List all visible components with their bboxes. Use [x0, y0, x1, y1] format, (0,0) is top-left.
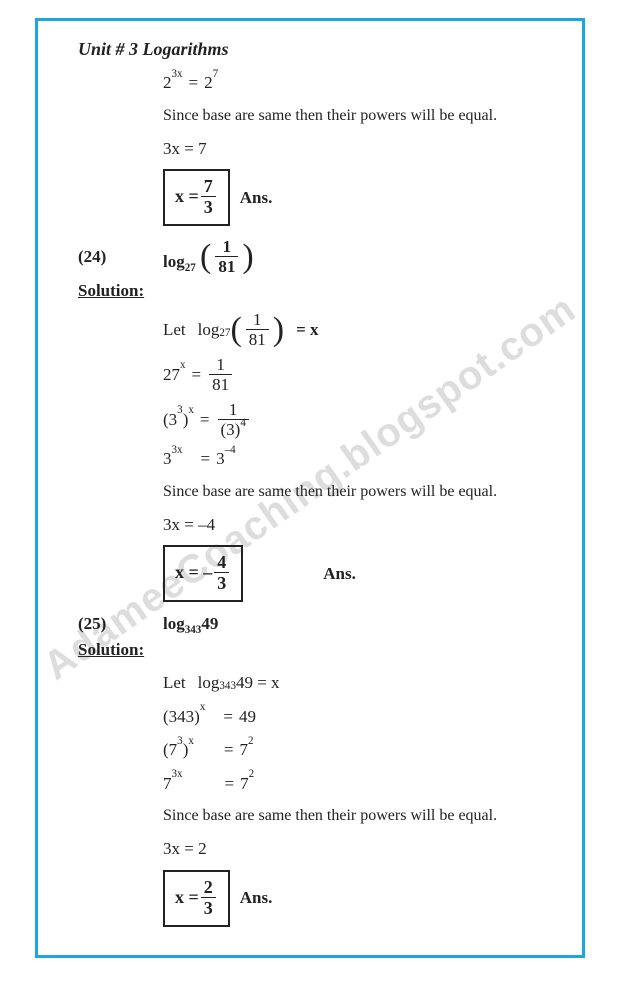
- page-border: AdameeCoaching.blogspot.com Unit # 3 Log…: [35, 18, 585, 958]
- p24-eqp: 3x = –4: [163, 512, 552, 538]
- p25-s2: (73)x = 72: [163, 737, 552, 763]
- p25-s1: (343)x = 49: [163, 704, 552, 730]
- p24-since: Since base are same then their powers wi…: [163, 480, 552, 504]
- unit-title: Unit # 3 Logarithms: [78, 39, 552, 60]
- intro-eq1: 23x = 27: [163, 70, 552, 96]
- intro-answer: x = 7 3 Ans.: [163, 169, 552, 226]
- answer-box: x = – 4 3: [163, 545, 243, 602]
- p24-s3: 33x = 3–4: [163, 446, 552, 472]
- problem-25: (25) log34349: [78, 614, 552, 634]
- p24-answer: x = – 4 3 Ans.: [163, 545, 552, 602]
- p25-answer: x = 2 3 Ans.: [163, 870, 552, 927]
- content: Unit # 3 Logarithms 23x = 27 Since base …: [78, 39, 552, 927]
- answer-box: x = 2 3: [163, 870, 230, 927]
- intro-eq2: 3x = 7: [163, 136, 552, 162]
- p24-s1: 27x = 1 81: [163, 356, 552, 393]
- p25-eqp: 3x = 2: [163, 836, 552, 862]
- answer-box: x = 7 3: [163, 169, 230, 226]
- intro-since: Since base are same then their powers wi…: [163, 104, 552, 128]
- p25-since: Since base are same then their powers wi…: [163, 804, 552, 828]
- solution-label-24: Solution:: [78, 281, 552, 301]
- solution-label-25: Solution:: [78, 640, 552, 660]
- p24-let: Let log27 1 81 = x: [163, 311, 552, 348]
- p25-let: Let log34349 = x: [163, 670, 552, 696]
- p24-s2: (33)x = 1 (3)4: [163, 401, 552, 438]
- p25-s3: 73x = 72: [163, 771, 552, 797]
- problem-24: (24) log27 1 81: [78, 238, 552, 275]
